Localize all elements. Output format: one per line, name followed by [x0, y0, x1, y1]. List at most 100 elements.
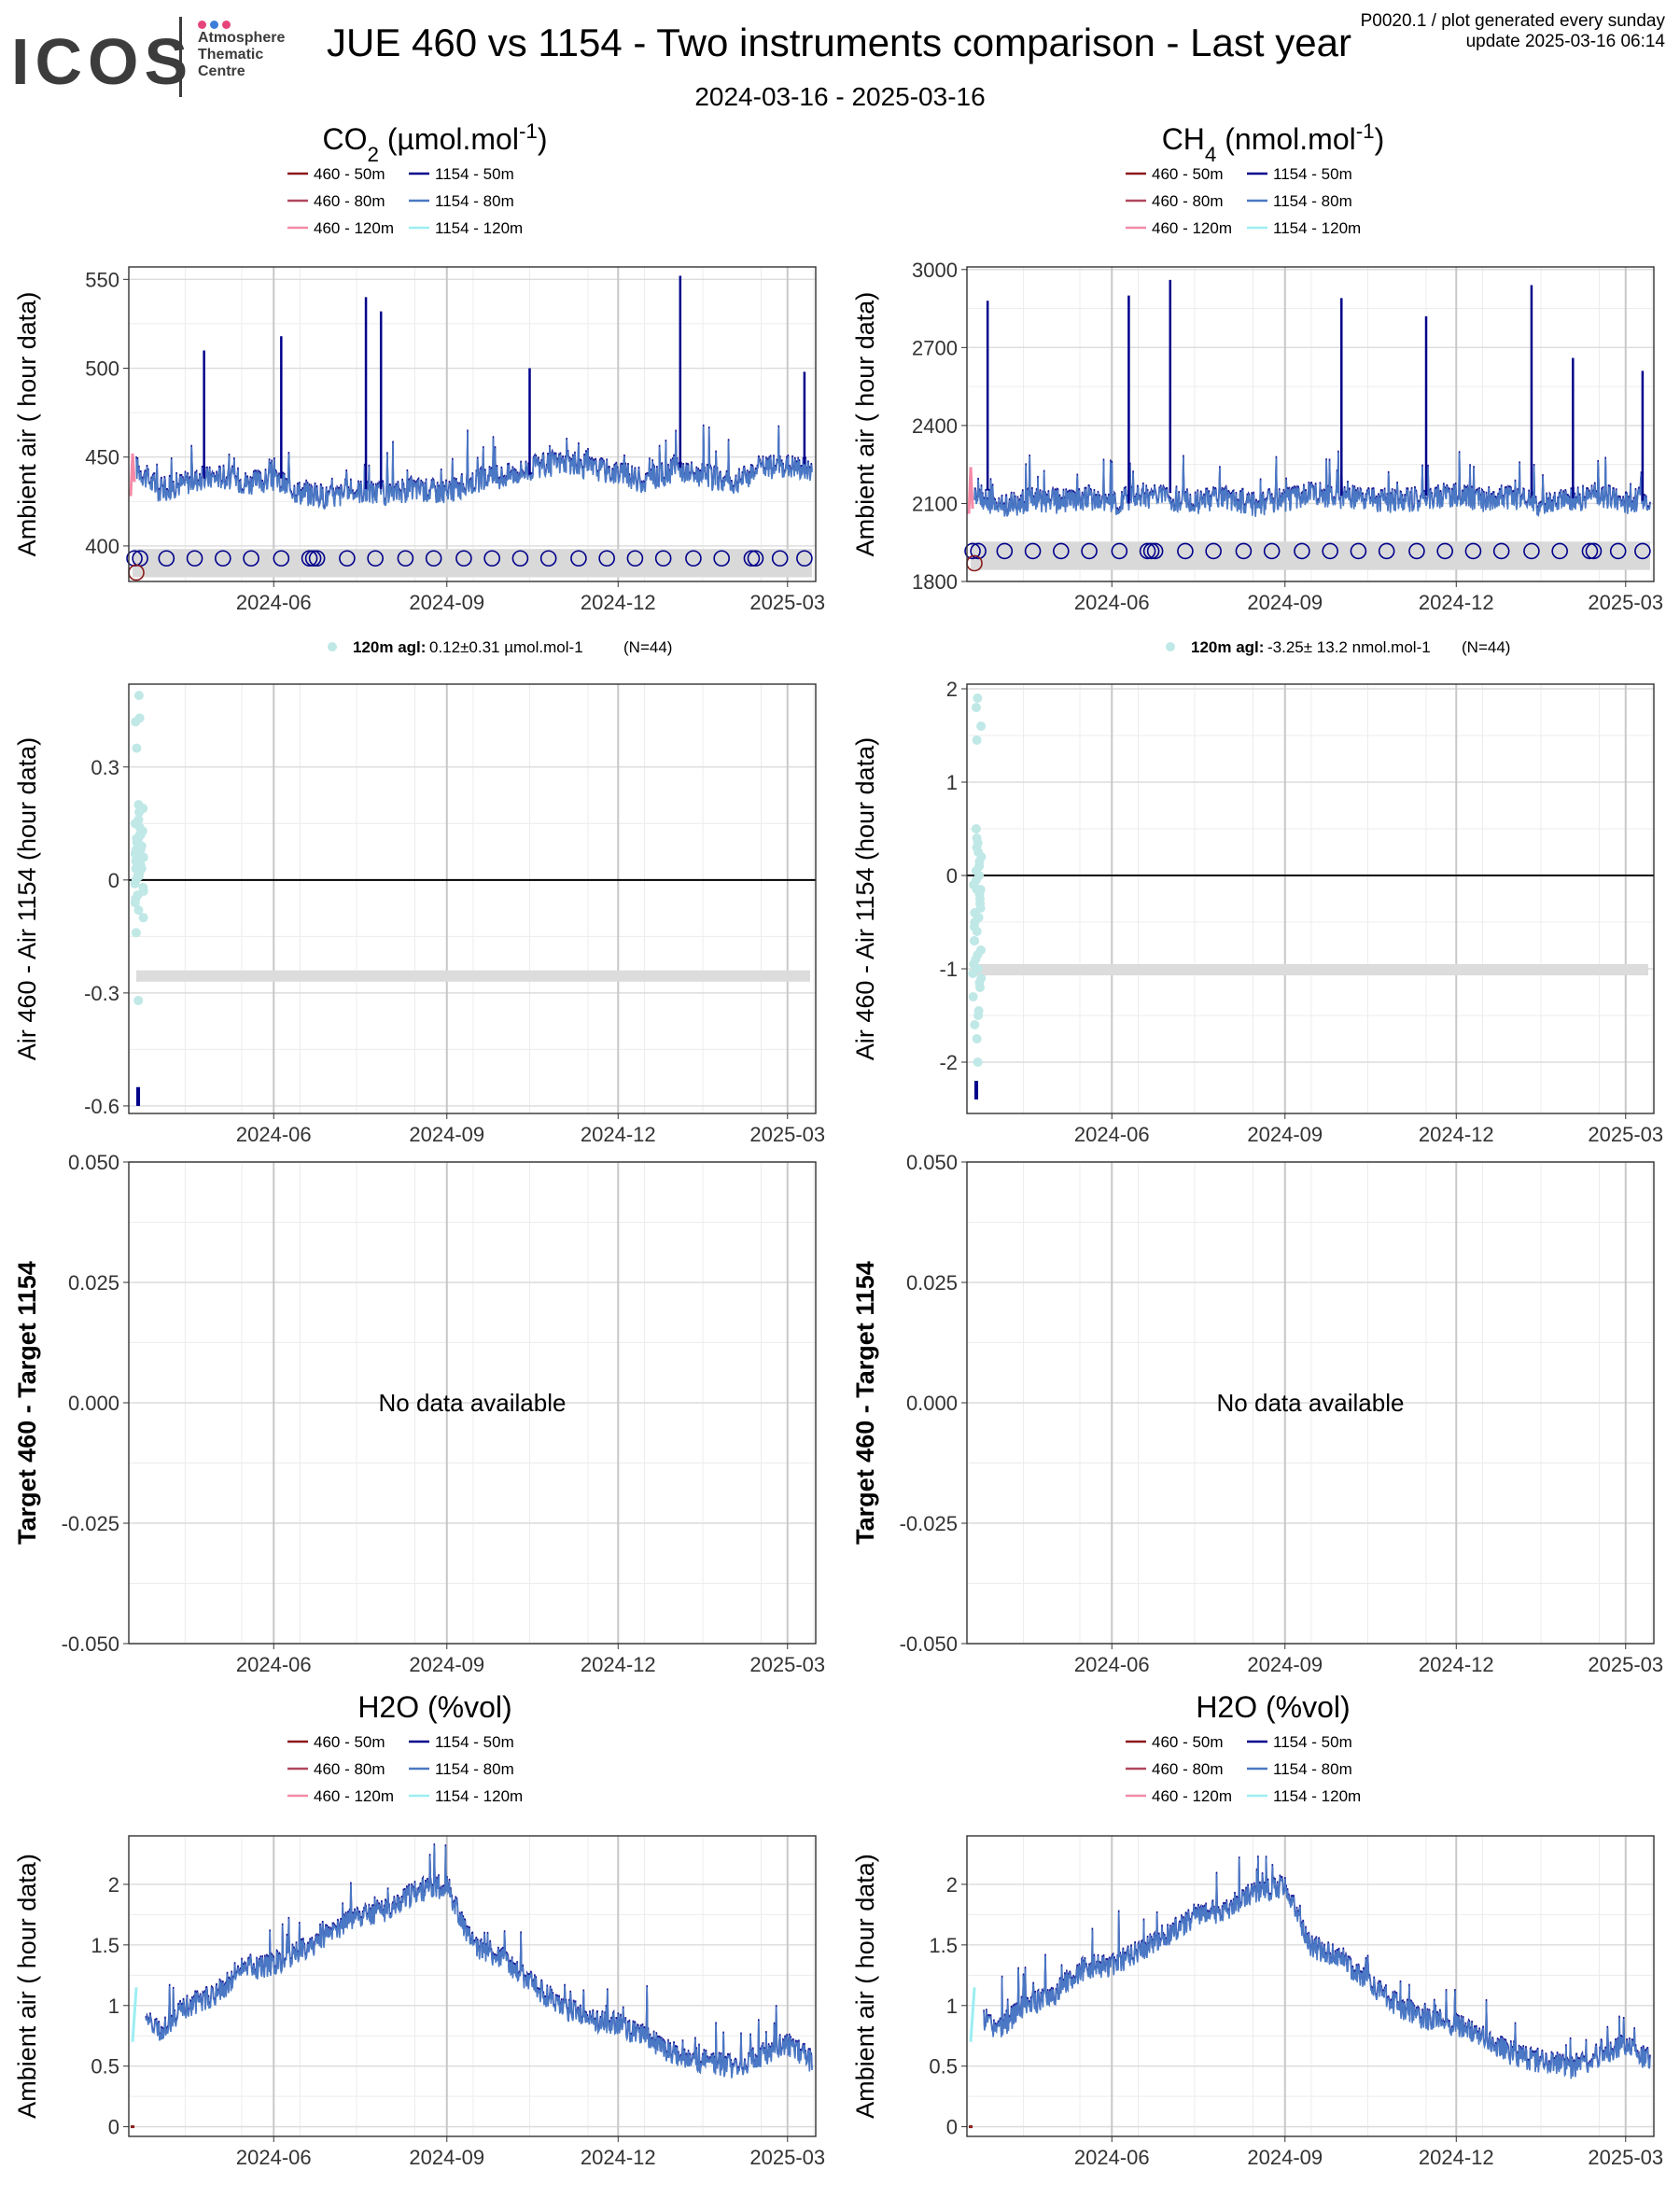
x-tick-label: 2025-03: [1588, 1123, 1663, 1146]
legend-label: 460 - 120m: [1152, 219, 1232, 237]
legend-label: 1154 - 80m: [435, 1760, 514, 1778]
y-axis-label: Ambient air ( hour data): [13, 292, 41, 557]
y-tick-label: 0: [946, 2116, 958, 2139]
diff-point-120m: [975, 945, 986, 955]
series-line-1154-50m: [145, 1843, 813, 2077]
target-marker-1154: [1024, 542, 1042, 560]
y-tick-label: 2: [946, 678, 958, 701]
stats-value: 0.12±0.31 µmol.mol-1: [429, 638, 583, 656]
legend-label: 460 - 120m: [314, 1787, 394, 1805]
legend-label: 460 - 50m: [314, 1733, 385, 1751]
diff-point-120m: [132, 833, 142, 844]
diff-point-120m: [133, 691, 144, 701]
x-tick-label: 2024-12: [581, 1653, 656, 1676]
diff-point-120m: [972, 885, 982, 894]
target-marker-1154: [397, 550, 414, 567]
plot-id-note: P0020.1 / plot generated every sunday: [1360, 11, 1665, 31]
plot-frame: [128, 266, 817, 582]
date-range-subtitle: 2024-03-16 - 2025-03-16: [694, 82, 986, 111]
series-line-1154-80m: [973, 448, 1651, 517]
target-marker-1154: [1294, 542, 1310, 560]
logo-sub-line-3: Centre: [198, 63, 245, 79]
target-marker-1154: [1585, 542, 1603, 560]
diff-point-120m: [973, 913, 984, 922]
y-tick-label: 400: [85, 535, 119, 558]
diff-point-120m: [971, 703, 981, 712]
diff-point-120m: [971, 955, 981, 964]
diff-point-120m: [136, 863, 147, 874]
target-marker-1154: [1146, 542, 1164, 560]
diff-point-120m: [130, 898, 140, 908]
target-marker-1154: [1436, 542, 1453, 560]
target-marker-1154: [158, 550, 175, 567]
stats-value: -3.25± 13.2 nmol.mol-1: [1267, 638, 1431, 656]
y-tick-label: 0: [108, 2116, 119, 2139]
plot-frame: [966, 266, 1655, 582]
diff-point-120m: [131, 856, 141, 866]
legend-label: 460 - 50m: [1152, 1733, 1224, 1751]
target-marker-1154: [455, 550, 472, 567]
panel-title: CH4 (nmol.mol-1): [1162, 119, 1385, 166]
y-tick-label: 1: [946, 1995, 958, 2018]
target-marker-1154: [367, 550, 384, 567]
x-tick-label: 2024-06: [236, 1123, 312, 1146]
y-tick-label: 1.5: [91, 1934, 119, 1957]
y-tick-label: 500: [85, 357, 119, 381]
target-marker-1154: [1523, 542, 1540, 560]
y-axis-label: Air 460 - Air 1154 (hour data): [851, 737, 879, 1060]
y-axis-label: Ambient air ( hour data): [13, 1854, 41, 2119]
icos-logo: ICOS Atmosphere Thematic Centre: [11, 17, 319, 101]
y-tick-label: 0: [108, 869, 119, 892]
mean-band: [136, 970, 810, 982]
diff-point-120m: [131, 928, 141, 938]
logo-separator: [179, 17, 182, 97]
y-tick-label: -1: [939, 958, 958, 981]
diff-point-120m: [130, 878, 140, 889]
x-tick-label: 2024-12: [581, 1123, 656, 1146]
y-tick-label: 450: [85, 446, 119, 469]
diff-point-120m: [973, 964, 983, 973]
diff-point-120m: [975, 903, 986, 913]
panel-title: H2O (%vol): [357, 1690, 511, 1724]
target-marker-1154: [771, 550, 789, 567]
target-marker-1154: [1111, 542, 1128, 560]
x-tick-label: 2024-06: [236, 1653, 312, 1676]
diff-point-120m: [975, 983, 986, 992]
x-tick-label: 2024-06: [1074, 1123, 1150, 1146]
y-tick-label: -0.6: [84, 1095, 119, 1118]
x-tick-label: 2024-12: [1419, 2146, 1494, 2169]
chart-panel-ch4_diff: -2 -1 0 1 2 2024-06 2024-09 2024-12 2025-03 Air 4…: [851, 678, 1663, 1146]
target-marker-1154: [1177, 542, 1194, 560]
y-axis-label: Ambient air ( hour data): [851, 292, 879, 557]
legend-label: 460 - 80m: [1152, 192, 1224, 210]
logo-sub-line-1: Atmosphere: [198, 30, 286, 46]
target-marker-1154: [1551, 542, 1568, 560]
panel-title: CO2 (µmol.mol-1): [322, 119, 547, 166]
mean-band: [974, 964, 1648, 975]
diff-point-120m: [972, 927, 982, 936]
target-marker-1154: [1322, 542, 1338, 560]
update-timestamp: update 2025-03-16 06:14: [1465, 32, 1665, 51]
y-tick-label: 0.000: [68, 1392, 119, 1415]
diff-point-120m: [133, 848, 143, 859]
stats-count: (N=44): [1462, 638, 1510, 656]
target-marker-1154: [743, 550, 761, 567]
target-marker-1154: [1205, 542, 1222, 560]
x-tick-label: 2024-06: [236, 591, 312, 614]
target-marker-1154: [1263, 542, 1281, 560]
legend-label: 460 - 50m: [1152, 165, 1224, 183]
x-tick-label: 2025-03: [1588, 591, 1663, 614]
stats-marker: [328, 642, 337, 651]
logo-dot: [222, 21, 231, 29]
x-tick-label: 2025-03: [1588, 1653, 1663, 1676]
y-tick-label: -0.050: [62, 1632, 119, 1656]
diff-point-120m: [970, 1020, 980, 1029]
diff-point-120m: [971, 824, 981, 833]
target-marker-1154: [186, 550, 203, 567]
x-tick-label: 2025-03: [1588, 2146, 1663, 2169]
diff-point-120m: [133, 889, 143, 900]
diff-point-120m: [973, 693, 983, 703]
diff-point-120m: [976, 973, 987, 983]
legend-label: 460 - 80m: [1152, 1760, 1224, 1778]
